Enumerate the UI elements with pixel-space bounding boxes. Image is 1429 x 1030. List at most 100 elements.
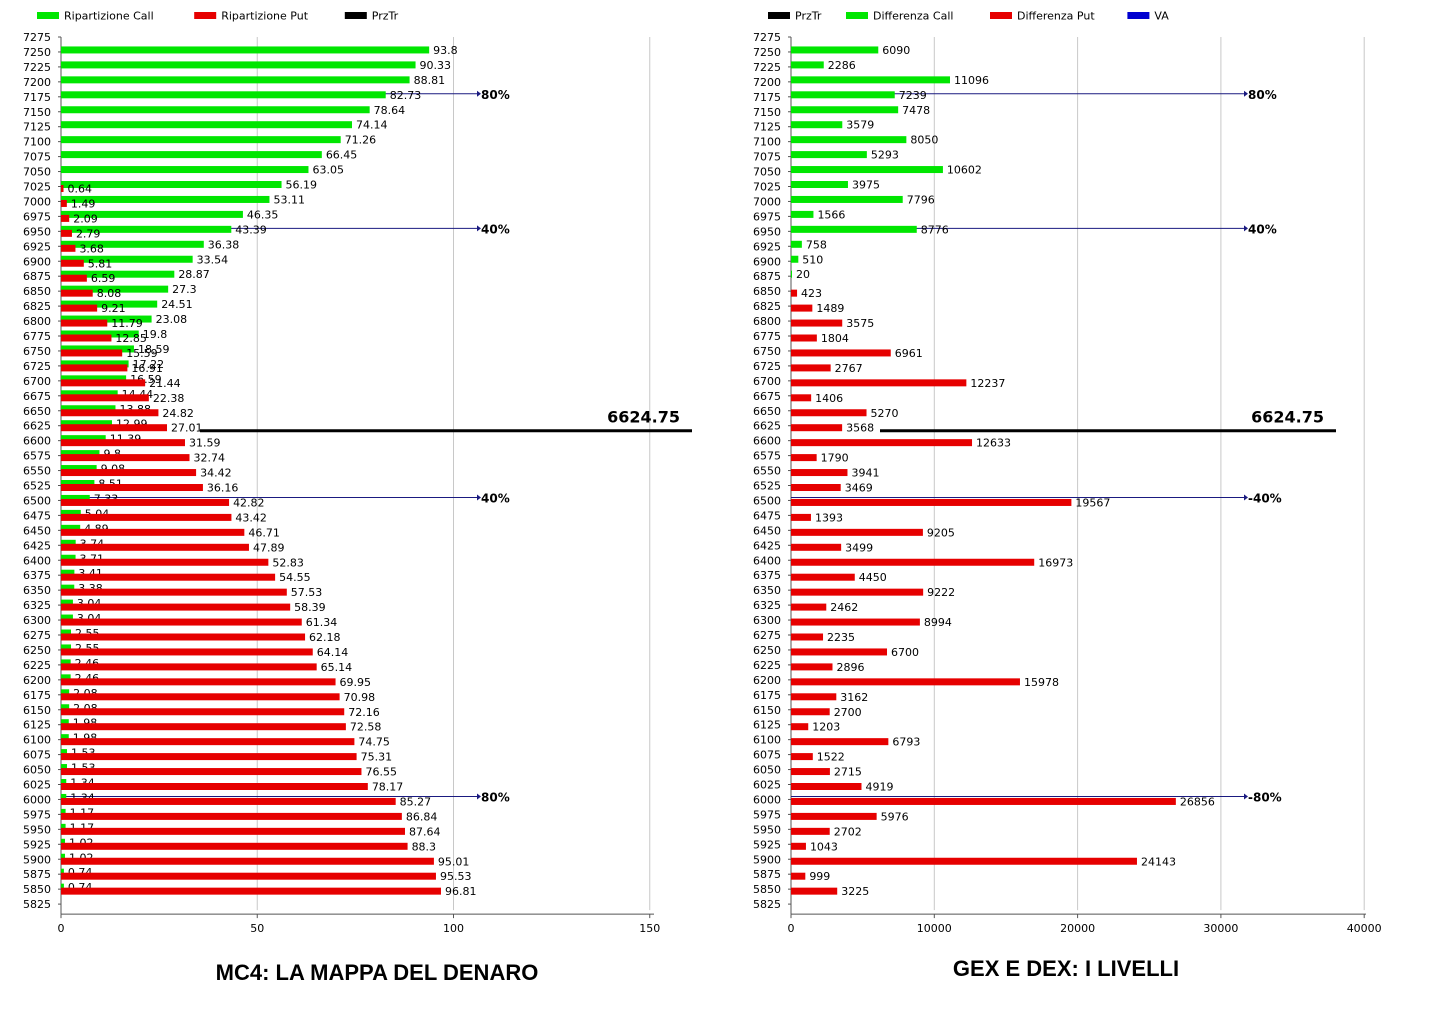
strike-label: 6300 xyxy=(753,614,781,627)
strike-label: 6800 xyxy=(753,315,781,328)
strike-label: 6025 xyxy=(753,779,781,792)
bar xyxy=(61,663,317,671)
bar xyxy=(791,255,799,263)
data-label: 5270 xyxy=(871,407,899,420)
bar xyxy=(61,768,362,776)
bar xyxy=(791,827,830,835)
data-label: 2235 xyxy=(827,631,855,644)
strike-label: 6875 xyxy=(753,270,781,283)
data-label: 15.59 xyxy=(126,347,158,360)
data-label: 9205 xyxy=(927,526,955,539)
data-label: 46.71 xyxy=(248,526,279,539)
data-label: 16973 xyxy=(1038,556,1073,569)
data-label: 87.64 xyxy=(409,825,441,838)
chart-caption: MC4: LA MAPPA DEL DENARO xyxy=(216,960,539,985)
strike-label: 6500 xyxy=(753,494,781,507)
bar xyxy=(61,872,436,880)
data-label: 19.8 xyxy=(143,328,168,341)
strike-label: 6125 xyxy=(23,719,51,732)
data-label: 24.82 xyxy=(162,407,194,420)
data-label: 95.01 xyxy=(438,855,470,868)
bar xyxy=(791,166,943,174)
strike-label: 5850 xyxy=(753,883,781,896)
strike-label: 6750 xyxy=(23,345,51,358)
strike-label: 6525 xyxy=(753,480,781,493)
bar xyxy=(791,543,842,551)
bar xyxy=(61,375,127,383)
strike-label: 7275 xyxy=(753,31,781,44)
level-label: 80% xyxy=(1248,88,1277,102)
data-label: 10602 xyxy=(947,164,982,177)
strike-label: 6275 xyxy=(23,629,51,642)
strike-label: 6625 xyxy=(753,420,781,433)
bar xyxy=(61,424,168,432)
data-label: 26856 xyxy=(1180,795,1215,808)
bar xyxy=(791,289,798,297)
bar xyxy=(61,480,95,487)
data-label: 31.59 xyxy=(189,437,221,450)
strike-label: 7125 xyxy=(753,121,781,134)
strike-label: 5875 xyxy=(753,868,781,881)
data-label: 75.31 xyxy=(361,751,393,764)
bar xyxy=(791,379,967,387)
data-label: 4450 xyxy=(859,571,887,584)
strike-label: 6425 xyxy=(753,539,781,552)
bar xyxy=(61,554,76,562)
x-tick-label: 100 xyxy=(443,922,464,935)
bar xyxy=(61,136,341,144)
data-label: 3499 xyxy=(845,541,873,554)
x-tick-label: 20000 xyxy=(1060,922,1095,935)
bar xyxy=(61,450,100,458)
data-label: 12.85 xyxy=(115,332,147,345)
bar xyxy=(61,588,287,596)
x-tick-label: 0 xyxy=(58,922,65,935)
bar xyxy=(791,334,817,342)
level-label: -40% xyxy=(1248,491,1282,505)
price-label: 6624.75 xyxy=(1251,408,1324,427)
data-label: 27.3 xyxy=(172,283,197,296)
strike-label: 6325 xyxy=(23,599,51,612)
bar xyxy=(791,528,923,536)
data-label: 76.55 xyxy=(365,766,397,779)
strike-label: 7025 xyxy=(753,181,781,194)
level-label: 80% xyxy=(481,790,510,804)
x-tick-label: 30000 xyxy=(1203,922,1238,935)
data-label: 3575 xyxy=(846,317,874,330)
legend-swatch xyxy=(990,12,1012,19)
strike-label: 7075 xyxy=(23,151,51,164)
strike-label: 6750 xyxy=(753,345,781,358)
data-label: 96.81 xyxy=(445,885,477,898)
data-label: 6090 xyxy=(882,44,910,57)
strike-label: 6225 xyxy=(23,659,51,672)
data-label: 27.01 xyxy=(171,422,203,435)
bar xyxy=(61,166,309,174)
data-label: 17.22 xyxy=(133,358,165,371)
data-label: 1203 xyxy=(812,721,840,734)
legend-item: Differenza Call xyxy=(846,10,953,23)
data-label: 4919 xyxy=(865,781,893,794)
bar xyxy=(791,240,802,248)
data-label: 22.38 xyxy=(153,392,185,405)
strike-label: 6300 xyxy=(23,614,51,627)
strike-label: 6250 xyxy=(753,644,781,657)
bar xyxy=(61,285,169,293)
bar xyxy=(791,225,917,233)
legend-swatch xyxy=(768,12,790,19)
bar xyxy=(61,779,67,786)
bar xyxy=(61,409,159,417)
data-label: 6961 xyxy=(895,347,923,360)
strike-label: 7225 xyxy=(23,61,51,74)
data-label: 78.64 xyxy=(374,104,406,117)
bar xyxy=(61,185,64,192)
bar xyxy=(791,812,877,820)
bar xyxy=(61,644,72,652)
bar xyxy=(61,569,75,577)
data-label: 5293 xyxy=(871,149,899,162)
bar xyxy=(61,304,98,312)
strike-label: 6025 xyxy=(23,779,51,792)
strike-label: 6800 xyxy=(23,315,51,328)
data-label: 24143 xyxy=(1141,855,1176,868)
bar xyxy=(791,409,867,417)
data-label: 23.08 xyxy=(156,313,188,326)
level-arrow xyxy=(1244,494,1248,501)
